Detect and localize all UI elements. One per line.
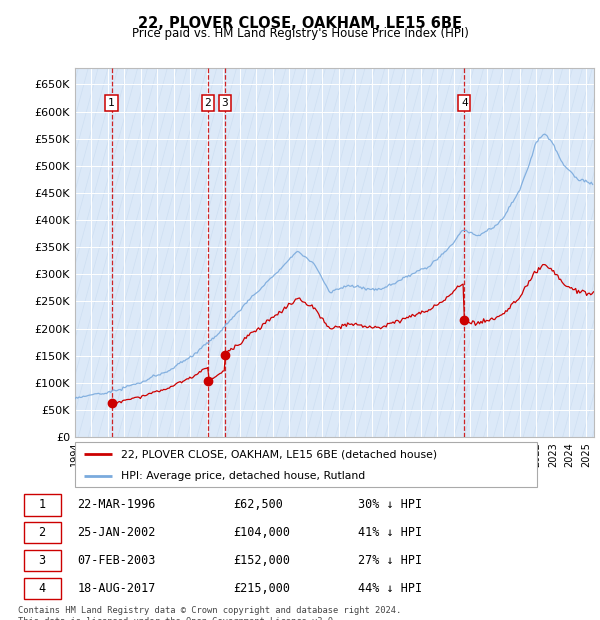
Text: £215,000: £215,000	[233, 582, 290, 595]
Text: 2: 2	[38, 526, 46, 539]
Text: 27% ↓ HPI: 27% ↓ HPI	[358, 554, 422, 567]
Text: Contains HM Land Registry data © Crown copyright and database right 2024.
This d: Contains HM Land Registry data © Crown c…	[18, 606, 401, 620]
Text: £152,000: £152,000	[233, 554, 290, 567]
Text: 22, PLOVER CLOSE, OAKHAM, LE15 6BE (detached house): 22, PLOVER CLOSE, OAKHAM, LE15 6BE (deta…	[121, 449, 437, 459]
Text: 07-FEB-2003: 07-FEB-2003	[77, 554, 156, 567]
Text: £104,000: £104,000	[233, 526, 290, 539]
Text: 3: 3	[221, 98, 229, 108]
Text: 25-JAN-2002: 25-JAN-2002	[77, 526, 156, 539]
FancyBboxPatch shape	[23, 522, 61, 544]
FancyBboxPatch shape	[23, 578, 61, 600]
Text: HPI: Average price, detached house, Rutland: HPI: Average price, detached house, Rutl…	[121, 471, 365, 480]
Text: 44% ↓ HPI: 44% ↓ HPI	[358, 582, 422, 595]
FancyBboxPatch shape	[23, 494, 61, 516]
Text: 22-MAR-1996: 22-MAR-1996	[77, 498, 156, 511]
Text: 2: 2	[205, 98, 211, 108]
Text: 3: 3	[38, 554, 46, 567]
FancyBboxPatch shape	[75, 442, 537, 487]
FancyBboxPatch shape	[23, 550, 61, 572]
Text: 1: 1	[108, 98, 115, 108]
Text: 18-AUG-2017: 18-AUG-2017	[77, 582, 156, 595]
Text: 22, PLOVER CLOSE, OAKHAM, LE15 6BE: 22, PLOVER CLOSE, OAKHAM, LE15 6BE	[138, 16, 462, 31]
Text: Price paid vs. HM Land Registry's House Price Index (HPI): Price paid vs. HM Land Registry's House …	[131, 27, 469, 40]
Text: £62,500: £62,500	[233, 498, 283, 511]
Text: 41% ↓ HPI: 41% ↓ HPI	[358, 526, 422, 539]
Text: 30% ↓ HPI: 30% ↓ HPI	[358, 498, 422, 511]
Text: 4: 4	[38, 582, 46, 595]
Text: 1: 1	[38, 498, 46, 511]
Text: 4: 4	[461, 98, 468, 108]
